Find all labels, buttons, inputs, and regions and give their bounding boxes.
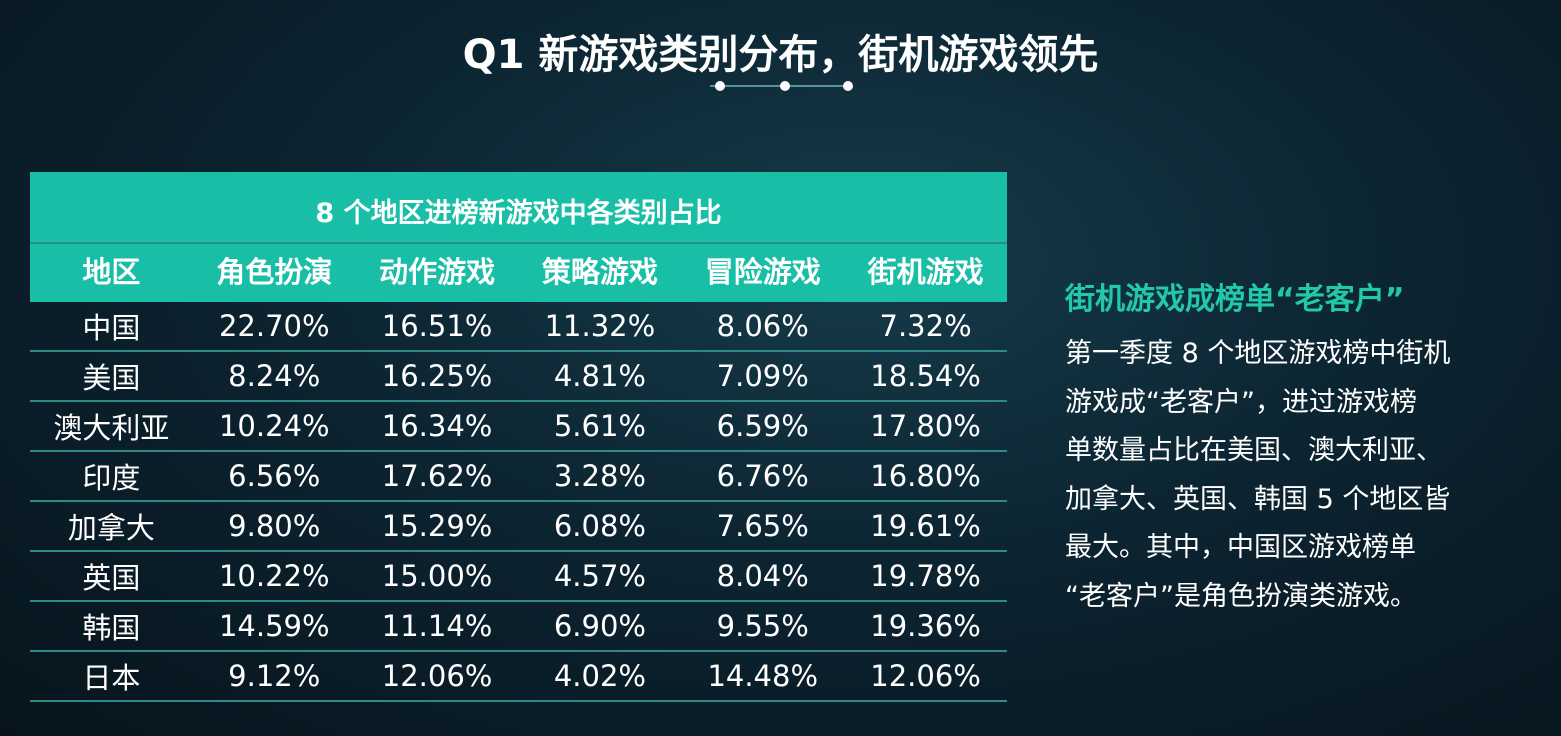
value-cell: 17.80% [844, 401, 1007, 452]
value-cell: 8.04% [681, 551, 845, 602]
table-row: 韩国 14.59% 11.14% 6.90% 9.55% 19.36% [30, 601, 1007, 652]
value-cell: 15.00% [355, 551, 519, 602]
value-cell: 7.65% [681, 501, 845, 552]
table-row: 澳大利亚 10.24% 16.34% 5.61% 6.59% 17.80% [30, 401, 1007, 452]
value-cell: 6.76% [681, 451, 845, 502]
value-cell: 3.28% [518, 451, 682, 502]
value-cell: 9.12% [192, 651, 356, 702]
value-cell: 6.08% [518, 501, 682, 552]
value-cell: 6.90% [518, 601, 682, 652]
value-cell: 10.24% [192, 401, 356, 452]
value-cell: 6.59% [681, 401, 845, 452]
value-cell: 16.80% [844, 451, 1007, 502]
table-row: 印度 6.56% 17.62% 3.28% 6.76% 16.80% [30, 451, 1007, 502]
value-cell: 15.29% [355, 501, 519, 552]
region-cell: 印度 [30, 451, 193, 502]
column-header: 地区 [30, 243, 193, 302]
data-table: 8 个地区进榜新游戏中各类别占比 地区 角色扮演 动作游戏 策略游戏 冒险游戏 街机游戏 … [30, 172, 1007, 702]
table-row: 美国 8.24% 16.25% 4.81% 7.09% 18.54% [30, 351, 1007, 402]
value-cell: 10.22% [192, 551, 356, 602]
value-cell: 6.56% [192, 451, 356, 502]
side-heading: 街机游戏成榜单“老客户” [1065, 282, 1405, 317]
table-caption: 8 个地区进榜新游戏中各类别占比 [30, 172, 1007, 244]
column-header: 街机游戏 [844, 243, 1007, 302]
header-row: 地区 角色扮演 动作游戏 策略游戏 冒险游戏 街机游戏 [30, 243, 1007, 302]
value-cell: 16.51% [355, 302, 519, 352]
side-body: 第一季度 8 个地区游戏榜中街机 游戏成“老客户”，进过游戏榜 单数量占比在美国、澳… [1065, 330, 1450, 621]
table-row: 加拿大 9.80% 15.29% 6.08% 7.65% 19.61% [30, 501, 1007, 552]
column-header: 冒险游戏 [681, 243, 845, 302]
value-cell: 9.55% [681, 601, 845, 652]
value-cell: 16.34% [355, 401, 519, 452]
body-line: 游戏成“老客户”，进过游戏榜 [1065, 386, 1417, 418]
body-line: 单数量占比在美国、澳大利亚、 [1065, 435, 1443, 466]
region-cell: 英国 [30, 551, 193, 602]
body-line: 最大。其中，中国区游戏榜单 [1065, 532, 1416, 563]
value-cell: 19.36% [844, 601, 1007, 652]
value-cell: 14.48% [681, 651, 845, 702]
body-line: “老客户”是角色扮演类游戏。 [1065, 580, 1417, 612]
region-cell: 韩国 [30, 601, 193, 652]
value-cell: 11.14% [355, 601, 519, 652]
value-cell: 14.59% [192, 601, 356, 652]
table-row: 英国 10.22% 15.00% 4.57% 8.04% 19.78% [30, 551, 1007, 602]
region-cell: 日本 [30, 651, 193, 702]
value-cell: 22.70% [192, 302, 356, 352]
value-cell: 7.32% [844, 302, 1007, 352]
value-cell: 5.61% [518, 401, 682, 452]
value-cell: 4.57% [518, 551, 682, 602]
column-header: 角色扮演 [192, 243, 356, 302]
value-cell: 17.62% [355, 451, 519, 502]
value-cell: 19.78% [844, 551, 1007, 602]
region-cell: 澳大利亚 [30, 401, 193, 452]
body-line: 第一季度 8 个地区游戏榜中街机 [1065, 338, 1451, 369]
page-title: Q1 新游戏类别分布，街机游戏领先 [462, 32, 1099, 78]
value-cell: 19.61% [844, 501, 1007, 552]
value-cell: 8.24% [192, 351, 356, 402]
table-row: 日本 9.12% 12.06% 4.02% 14.48% 12.06% [30, 651, 1007, 702]
region-cell: 加拿大 [30, 501, 193, 552]
value-cell: 4.81% [518, 351, 682, 402]
value-cell: 7.09% [681, 351, 845, 402]
value-cell: 12.06% [355, 651, 519, 702]
value-cell: 12.06% [844, 651, 1007, 702]
body-line: 加拿大、英国、韩国 5 个地区皆 [1065, 483, 1451, 515]
region-cell: 美国 [30, 351, 193, 402]
value-cell: 4.02% [518, 651, 682, 702]
value-cell: 11.32% [518, 302, 682, 352]
table-row: 中国 22.70% 16.51% 11.32% 8.06% 7.32% [30, 302, 1007, 352]
value-cell: 18.54% [844, 351, 1007, 402]
value-cell: 8.06% [681, 302, 845, 352]
column-header: 动作游戏 [355, 243, 519, 302]
value-cell: 16.25% [355, 351, 519, 402]
value-cell: 9.80% [192, 501, 356, 552]
decoration [710, 81, 853, 91]
column-header: 策略游戏 [518, 243, 682, 302]
region-cell: 中国 [30, 302, 193, 352]
